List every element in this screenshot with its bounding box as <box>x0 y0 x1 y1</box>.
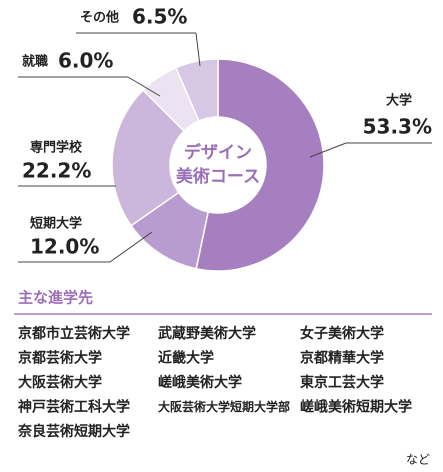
school-name: 嵯峨美術短期大学 <box>300 399 412 416</box>
school-name: 神戸芸術工科大学 <box>18 399 130 416</box>
donut-slice <box>111 88 186 227</box>
school-name: 京都市立芸術大学 <box>18 325 130 342</box>
school-name: 奈良芸術短期大学 <box>17 423 130 440</box>
leader-line <box>109 231 153 263</box>
school-name: 大阪芸術大学 <box>18 374 102 391</box>
schools-title: 主な進学先 <box>18 289 93 307</box>
school-name: 大阪芸術大学短期大学部 <box>158 399 290 414</box>
school-name: 東京工芸大学 <box>300 374 384 391</box>
category-label: 大学 <box>386 93 412 109</box>
school-name: 嵯峨美術大学 <box>158 374 242 391</box>
school-name: 武蔵野美術大学 <box>158 325 256 342</box>
value-label: 22.2% <box>22 159 91 183</box>
donut-slice <box>174 58 219 122</box>
note: など <box>406 453 430 467</box>
leader-line <box>127 76 161 97</box>
school-name: 近畿大学 <box>158 350 214 367</box>
school-name: 京都芸術大学 <box>18 350 102 367</box>
category-label: 短期大学 <box>30 216 82 232</box>
category-label: 就職 <box>22 54 48 70</box>
value-label: 6.5% <box>132 5 187 29</box>
value-label: 6.0% <box>58 49 113 73</box>
center-label: 美術コース <box>176 166 260 187</box>
category-label: 専門学校 <box>30 140 83 156</box>
school-name: 京都精華大学 <box>300 350 384 367</box>
leader-line <box>195 32 201 67</box>
value-label: 12.0% <box>30 235 99 259</box>
category-label: その他 <box>80 10 119 26</box>
leader-line <box>309 142 347 158</box>
center-label: デザイン <box>184 142 252 163</box>
value-label: 53.3% <box>363 115 432 139</box>
donut-slice <box>195 58 325 272</box>
school-name: 女子美術大学 <box>300 325 384 342</box>
